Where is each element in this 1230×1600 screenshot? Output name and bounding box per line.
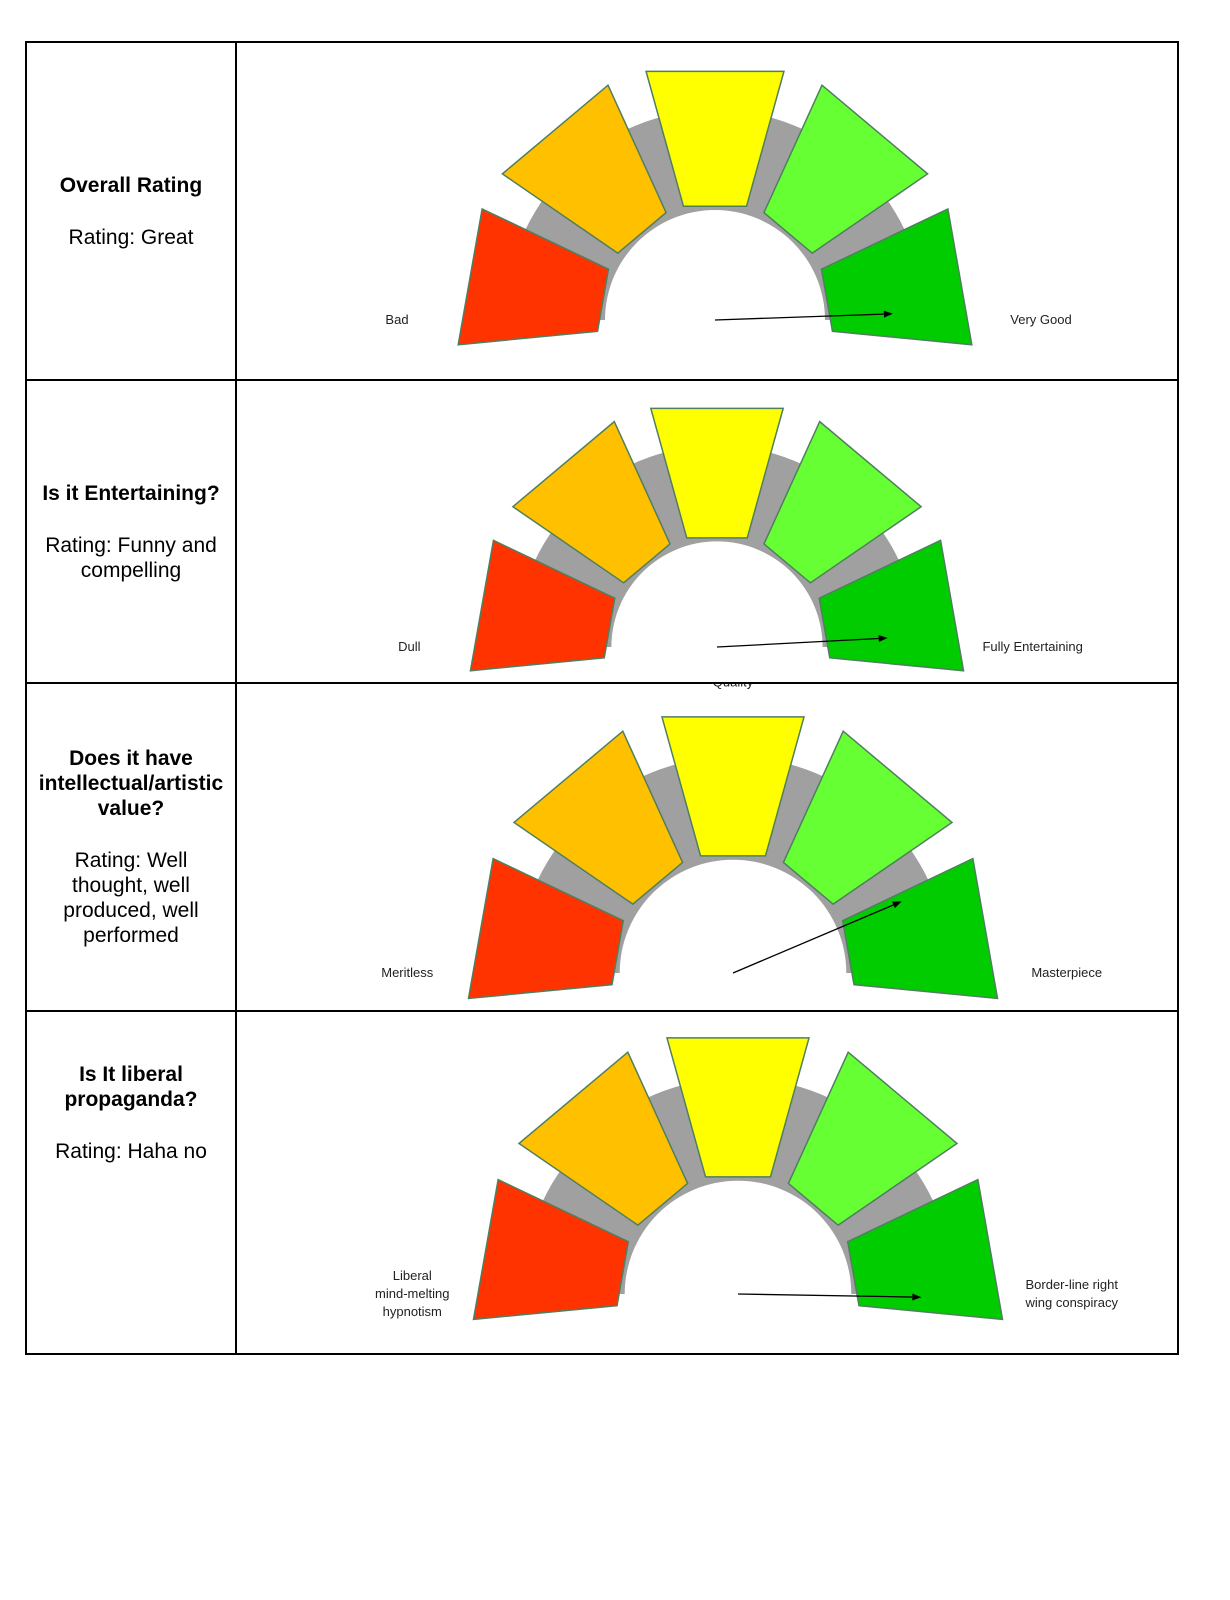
gauge-left-label: Meritless <box>381 965 434 980</box>
segment-orange <box>501 84 667 255</box>
rating-row-value: Does it have intellectual/artistic value… <box>25 682 1179 1012</box>
gauge-entertaining: Watchable Dull Fully Entertaining <box>398 381 1083 672</box>
gauge-left-label: Dull <box>398 639 421 654</box>
rating-text: Rating: Well thought, well produced, wel… <box>63 849 199 947</box>
gauge-cell: Agenda FreeLiberalmind-meltinghypnotismB… <box>235 1010 1179 1355</box>
segment-orange <box>511 420 671 584</box>
segment-green <box>818 539 965 672</box>
segment-orange <box>517 1050 689 1227</box>
question-text: Does it have intellectual/artistic value… <box>38 747 224 820</box>
gauge-left-label: Liberal mind-melting hypnotism <box>375 1268 449 1319</box>
question-text: Is It liberal propaganda? <box>64 1063 198 1111</box>
segment-yellow <box>665 1037 811 1178</box>
pointer-arrowhead <box>892 901 902 909</box>
segment-orange <box>512 729 684 906</box>
gauge-cell: Quality Meritless Masterpiece <box>235 682 1179 1012</box>
pointer-arrowhead <box>883 310 893 318</box>
label-cell: Does it have intellectual/artistic value… <box>25 682 237 1012</box>
gauge-top-label: Fine <box>702 43 727 45</box>
gauge-top-label: Quality <box>713 684 754 690</box>
rating-row-propaganda: Is It liberal propaganda? Rating: Haha n… <box>25 1010 1179 1355</box>
rating-table: Overall Rating Rating: Great Fine Bad Very… <box>25 41 1179 1355</box>
segment-red <box>469 539 616 672</box>
segment-yellow <box>645 70 785 208</box>
gauge-value: Quality Meritless Masterpiece <box>381 684 1102 1000</box>
segment-red <box>457 207 610 346</box>
segment-red <box>467 857 625 1000</box>
label-cell: Overall Rating Rating: Great <box>25 41 237 381</box>
gauge-right-label: Masterpiece <box>1031 965 1102 980</box>
rating-text: Rating: Great <box>68 225 194 249</box>
segment-yellow <box>660 716 806 857</box>
pointer-arrowhead <box>912 1293 922 1301</box>
label-cell: Is it Entertaining? Rating: Funny and co… <box>25 379 237 684</box>
rating-text: Rating: Haha no <box>55 1140 207 1163</box>
segment-light-green <box>782 729 954 906</box>
gauge-propaganda: Agenda FreeLiberalmind-meltinghypnotismB… <box>375 1037 1118 1321</box>
gauge-right-label: Fully Entertaining <box>982 639 1082 654</box>
gauge-top-label: Watchable <box>687 381 748 383</box>
rating-row-overall: Overall Rating Rating: Great Fine Bad Very… <box>25 41 1179 381</box>
pointer-arrowhead <box>878 635 888 643</box>
segment-red <box>472 1178 630 1321</box>
rating-text: Rating: Funny and compelling <box>45 533 217 582</box>
segment-light-green <box>763 420 923 584</box>
segment-light-green <box>763 84 929 255</box>
gauge-overall: Fine Bad Very Good <box>385 43 1072 346</box>
segment-green <box>846 1178 1004 1321</box>
segment-light-green <box>787 1050 959 1227</box>
gauge-right-label: Border-line right wing conspiracy <box>1024 1277 1118 1310</box>
gauge-right-label: Very Good <box>1010 312 1071 327</box>
pointer-needle <box>714 313 884 321</box>
question-text: Overall Rating <box>59 173 203 197</box>
rating-row-entertaining: Is it Entertaining? Rating: Funny and co… <box>25 379 1179 684</box>
gauge-cell: Watchable Dull Fully Entertaining <box>235 379 1179 684</box>
segment-green <box>820 207 973 346</box>
pointer-needle <box>737 1293 913 1298</box>
question-text: Is it Entertaining? <box>42 481 220 505</box>
pointer-needle <box>716 637 879 648</box>
segment-yellow <box>649 407 785 539</box>
gauge-cell: Fine Bad Very Good <box>235 41 1179 381</box>
label-cell: Is It liberal propaganda? Rating: Haha n… <box>25 1010 237 1355</box>
segment-green <box>841 857 999 1000</box>
gauge-left-label: Bad <box>385 312 408 327</box>
pointer-needle <box>732 904 894 974</box>
